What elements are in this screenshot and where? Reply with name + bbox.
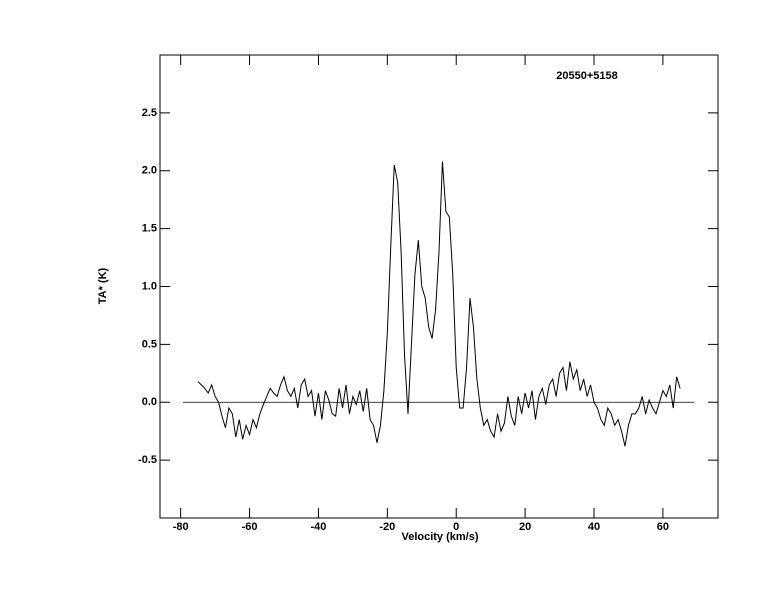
y-tick-label: 2.5 — [142, 107, 157, 119]
y-tick-label: 0.5 — [142, 338, 157, 350]
y-tick-label: 2.0 — [142, 165, 157, 177]
x-tick-label: 0 — [453, 521, 459, 533]
y-tick-label: 0.0 — [142, 396, 157, 408]
chart-title: 20550+5158 — [556, 70, 617, 82]
x-tick-label: -20 — [379, 521, 395, 533]
y-tick-label: 1.5 — [142, 223, 157, 235]
x-tick-label: 40 — [588, 521, 600, 533]
spectrum-line — [197, 161, 681, 447]
x-tick-label: 20 — [519, 521, 531, 533]
y-tick-label: 1.0 — [142, 280, 157, 292]
y-tick-label: -0.5 — [138, 454, 157, 466]
x-tick-label: -40 — [310, 521, 326, 533]
plot-frame — [159, 54, 719, 519]
x-axis-label: Velocity (km/s) — [401, 531, 478, 543]
x-tick-label: 60 — [657, 521, 669, 533]
x-tick-label: -80 — [173, 521, 189, 533]
x-tick-label: -60 — [242, 521, 258, 533]
y-axis-label: TA* (K) — [97, 267, 109, 304]
